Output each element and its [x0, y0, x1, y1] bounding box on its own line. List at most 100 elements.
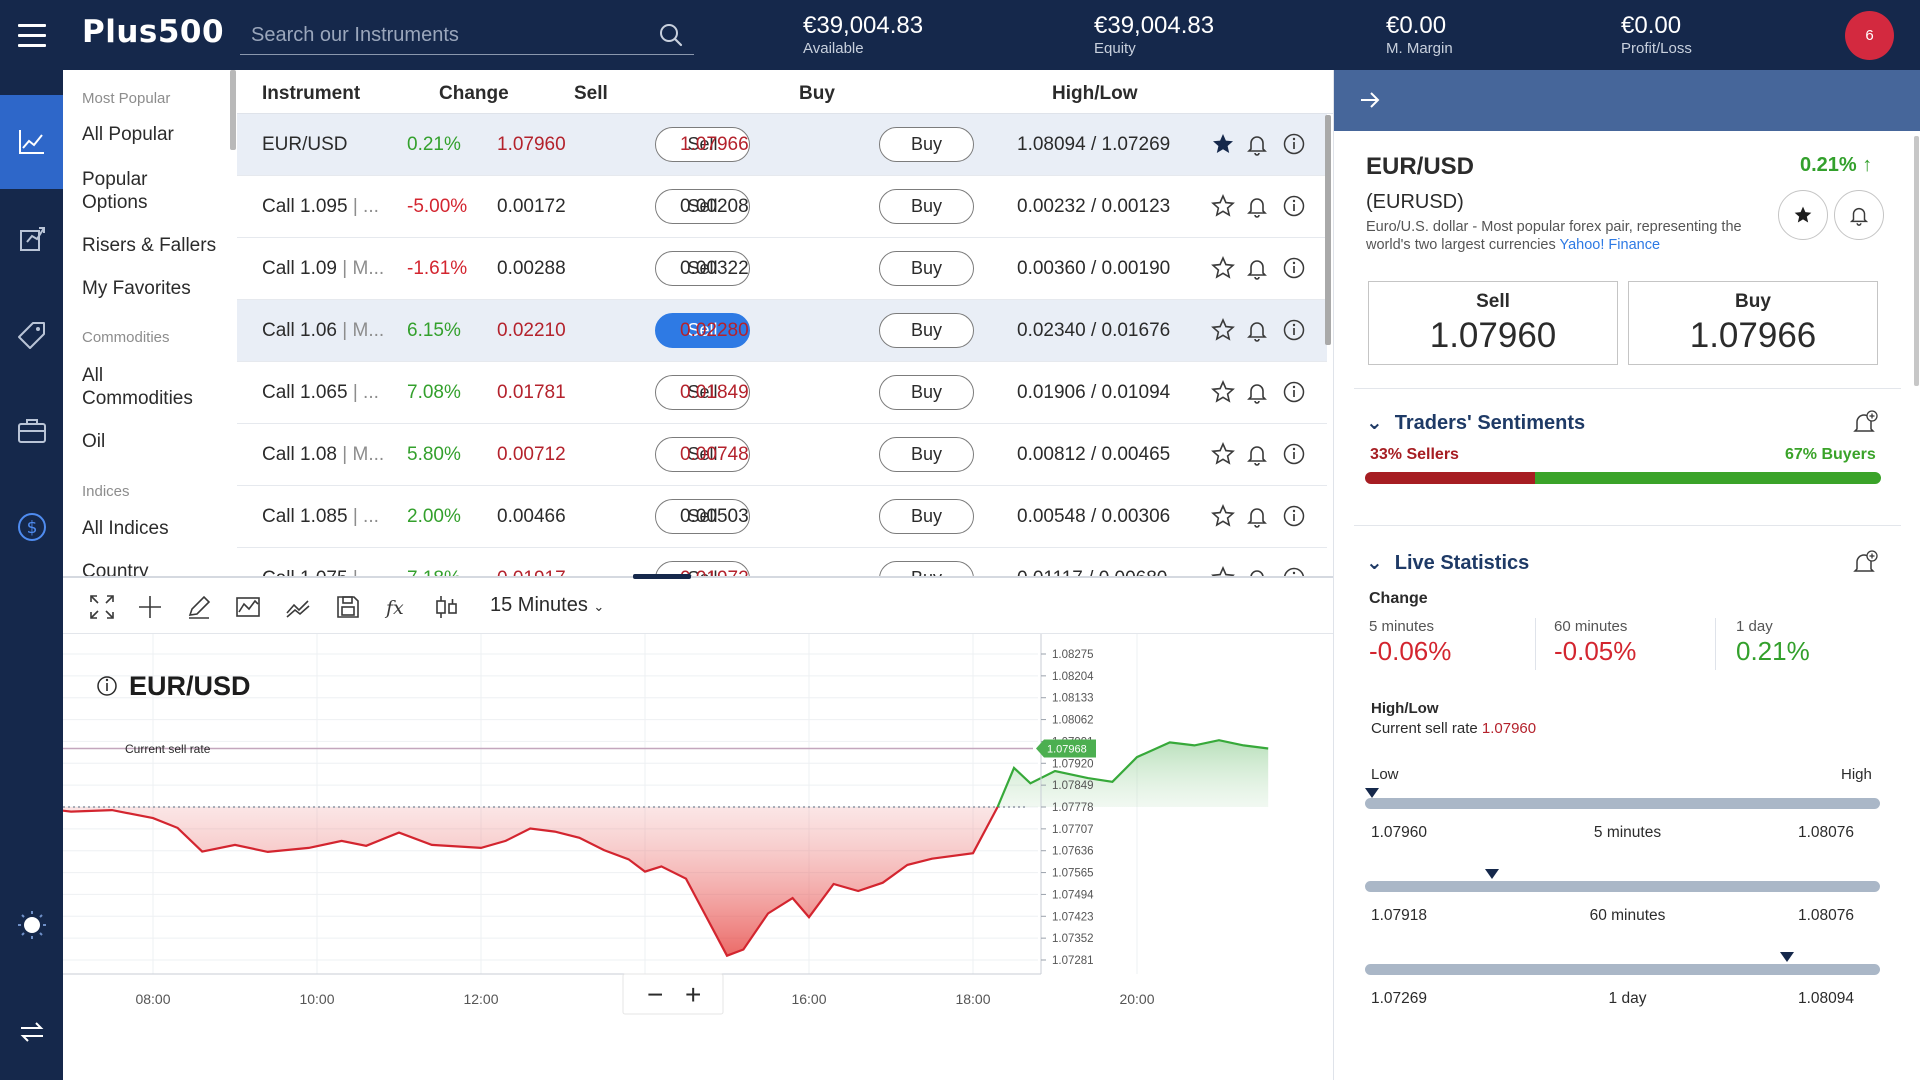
notifications-badge[interactable]: 6	[1845, 11, 1894, 60]
info-icon[interactable]	[1282, 442, 1306, 466]
rail-funds[interactable]: $	[0, 480, 63, 574]
trend-icon[interactable]	[284, 593, 312, 621]
category-my-favorites[interactable]: My Favorites	[82, 278, 191, 299]
category-popular-options[interactable]: Popular Options	[82, 169, 148, 213]
add-alert-icon[interactable]	[1850, 548, 1880, 578]
sentiments-toggle[interactable]: ⌄ Traders' Sentiments	[1366, 410, 1585, 435]
table-row[interactable]: Call 1.09 | M... -1.61% 0.00288 Sell 0.0…	[237, 238, 1327, 300]
category-all-popular[interactable]: All Popular	[82, 124, 174, 145]
sell-price-button[interactable]: Sell 1.07960	[1368, 281, 1618, 365]
buy-button[interactable]: Buy	[879, 251, 974, 286]
table-row[interactable]: Call 1.06 | M... 6.15% 0.02210 Sell 0.02…	[237, 300, 1327, 362]
rail-closed-positions[interactable]	[0, 192, 63, 286]
instrument-name[interactable]: EUR/USD	[262, 134, 348, 156]
rail-theme[interactable]	[0, 878, 63, 972]
menu-icon[interactable]	[0, 0, 63, 70]
buy-button[interactable]: Buy	[879, 499, 974, 534]
instrument-name[interactable]: Call 1.075 | ...	[262, 568, 379, 578]
bell-icon[interactable]	[1245, 318, 1269, 342]
buy-button[interactable]: Buy	[879, 375, 974, 410]
rail-orders[interactable]	[0, 288, 63, 382]
category-scrollbar[interactable]	[230, 70, 236, 150]
bell-icon[interactable]	[1245, 566, 1269, 578]
instrument-name[interactable]: Call 1.09 | M...	[262, 258, 384, 280]
sell-button[interactable]: Sell	[655, 251, 750, 286]
sell-button[interactable]: Sell	[655, 375, 750, 410]
info-icon[interactable]	[97, 676, 117, 696]
star-icon[interactable]	[1211, 566, 1235, 578]
star-icon[interactable]	[1211, 504, 1235, 528]
star-icon[interactable]	[1211, 256, 1235, 280]
search-input[interactable]	[251, 20, 641, 50]
col-change[interactable]: Change	[439, 83, 509, 104]
buy-price-button[interactable]: Buy 1.07966	[1628, 281, 1878, 365]
search-icon[interactable]	[658, 22, 684, 48]
area-chart-icon[interactable]	[234, 593, 262, 621]
rail-portfolio[interactable]	[0, 384, 63, 478]
favorite-button[interactable]	[1778, 190, 1828, 240]
info-icon[interactable]	[1282, 318, 1306, 342]
price-chart[interactable]: 1.082751.082041.081331.080621.079911.079…	[63, 634, 1333, 1080]
save-icon[interactable]	[334, 593, 362, 621]
function-icon[interactable]: fx	[383, 593, 411, 621]
table-row[interactable]: Call 1.095 | ... -5.00% 0.00172 Sell 0.0…	[237, 176, 1327, 238]
sell-button[interactable]: Sell	[655, 313, 750, 348]
table-row[interactable]: Call 1.065 | ... 7.08% 0.01781 Sell 0.01…	[237, 362, 1327, 424]
instrument-name[interactable]: Call 1.06 | M...	[262, 320, 384, 342]
info-icon[interactable]	[1282, 504, 1306, 528]
info-icon[interactable]	[1282, 256, 1306, 280]
instrument-name[interactable]: Call 1.095 | ...	[262, 196, 379, 218]
zoom-out-button[interactable]: −	[647, 979, 663, 1010]
star-icon[interactable]	[1211, 442, 1235, 466]
table-row[interactable]: Call 1.085 | ... 2.00% 0.00466 Sell 0.00…	[237, 486, 1327, 548]
category-country[interactable]: Country	[82, 561, 149, 578]
zoom-in-button[interactable]: +	[685, 979, 701, 1010]
col-buy[interactable]: Buy	[799, 83, 835, 104]
category-risers-fallers[interactable]: Risers & Fallers	[82, 235, 217, 256]
category-all-commodities[interactable]: All Commodities	[82, 365, 193, 409]
sell-button[interactable]: Sell	[655, 437, 750, 472]
col-instrument[interactable]: Instrument	[262, 83, 361, 104]
sell-button[interactable]: Sell	[655, 189, 750, 224]
buy-button[interactable]: Buy	[879, 127, 974, 162]
col-sell[interactable]: Sell	[574, 83, 608, 104]
bell-icon[interactable]	[1245, 256, 1269, 280]
star-icon[interactable]	[1211, 132, 1235, 156]
alert-button[interactable]	[1834, 190, 1884, 240]
crosshair-icon[interactable]	[136, 593, 164, 621]
bell-icon[interactable]	[1245, 442, 1269, 466]
live-statistics-toggle[interactable]: ⌄ Live Statistics	[1366, 550, 1529, 575]
sell-button[interactable]: Sell	[655, 499, 750, 534]
info-icon[interactable]	[1282, 194, 1306, 218]
panel-scrollbar[interactable]	[1914, 136, 1919, 386]
buy-button[interactable]: Buy	[879, 313, 974, 348]
draw-icon[interactable]	[185, 593, 213, 621]
star-icon[interactable]	[1211, 380, 1235, 404]
bell-icon[interactable]	[1245, 504, 1269, 528]
bell-icon[interactable]	[1245, 194, 1269, 218]
interval-selector[interactable]: 15 Minutes ⌄	[490, 594, 604, 617]
bell-icon[interactable]	[1245, 132, 1269, 156]
rail-switch[interactable]	[0, 985, 63, 1079]
fullscreen-icon[interactable]	[88, 593, 116, 621]
buy-button[interactable]: Buy	[879, 189, 974, 224]
info-icon[interactable]	[1282, 380, 1306, 404]
rail-trading[interactable]	[0, 95, 63, 189]
category-all-indices[interactable]: All Indices	[82, 518, 169, 539]
buy-button[interactable]: Buy	[879, 437, 974, 472]
source-link[interactable]: Yahoo! Finance	[1559, 237, 1661, 253]
bell-icon[interactable]	[1245, 380, 1269, 404]
col-high-low[interactable]: High/Low	[1052, 83, 1138, 104]
instrument-name[interactable]: Call 1.065 | ...	[262, 382, 379, 404]
sell-button[interactable]: Sell	[655, 127, 750, 162]
chart-resize-handle[interactable]	[633, 574, 691, 579]
table-row[interactable]: EUR/USD 0.21% 1.07960 Sell 1.07966 Buy 1…	[237, 114, 1327, 176]
collapse-arrow-icon[interactable]	[1356, 86, 1384, 114]
info-icon[interactable]	[1282, 132, 1306, 156]
compare-icon[interactable]	[433, 593, 461, 621]
table-row[interactable]: Call 1.075 | ... 7.18% 0.01917 Sell 0.01…	[237, 548, 1327, 578]
instrument-name[interactable]: Call 1.085 | ...	[262, 506, 379, 528]
star-icon[interactable]	[1211, 318, 1235, 342]
star-icon[interactable]	[1211, 194, 1235, 218]
table-scrollbar[interactable]	[1325, 115, 1331, 345]
